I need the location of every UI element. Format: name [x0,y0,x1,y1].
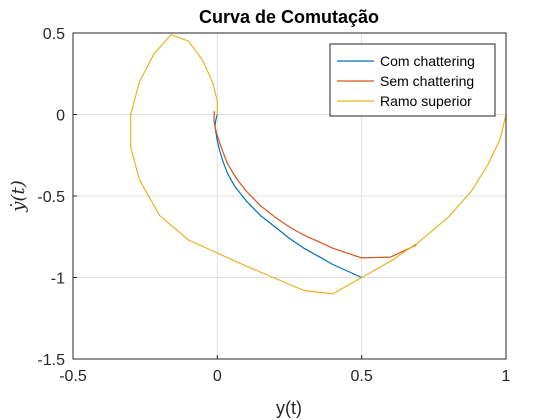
series-lines [130,33,507,295]
x-axis-label: y(t) [276,398,302,418]
series-line-1 [213,111,417,259]
y-tick-label: -1 [51,271,65,288]
y-tick-label: -0.5 [37,189,65,206]
legend-label: Ramo superior [380,93,472,109]
legend-label: Com chattering [380,53,475,69]
x-tick-label: -0.5 [59,368,87,385]
x-tick-label: 1 [502,368,511,385]
y-axis-label: ẏ(t) [8,180,29,212]
y-tick-label: -1.5 [37,352,65,369]
x-tick-label: 0 [213,368,222,385]
series-line-2 [130,33,362,295]
y-axis-ticks: -1.5 -1 -0.5 0 0.5 [37,26,77,369]
legend: Com chattering Sem chattering Ramo superio… [329,43,496,117]
x-axis-ticks: -0.5 0 0.5 1 [59,355,511,385]
series-line-3 [361,114,507,279]
legend-box [329,43,496,117]
y-tick-label: 0 [56,108,65,125]
y-tick-label: 0.5 [43,26,65,43]
legend-label: Sem chattering [380,73,474,89]
chart-title: Curva de Comutação [199,7,379,27]
x-tick-label: 0.5 [351,368,373,385]
